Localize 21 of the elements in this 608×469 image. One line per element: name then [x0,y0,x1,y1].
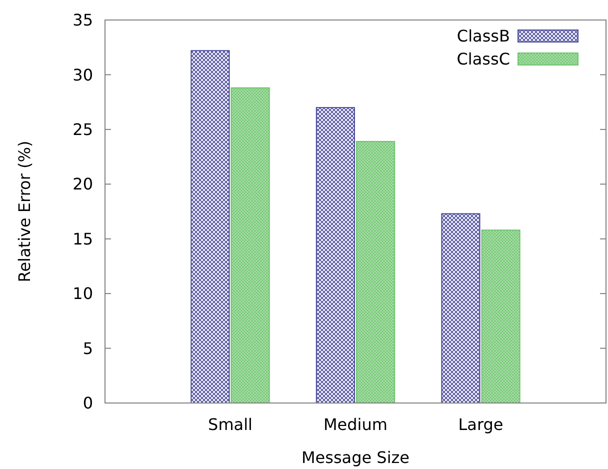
y-tick-label: 25 [72,120,93,140]
y-axis-title: Relative Error (%) [15,140,34,282]
x-tick-label: Medium [324,415,388,434]
bar [441,213,480,404]
bar [230,87,270,404]
y-tick-label: 30 [72,65,93,84]
bar [190,50,230,404]
x-tick-label: Small [208,415,252,434]
legend-label: ClassC [456,50,510,69]
y-tick-label: 10 [72,284,93,304]
y-tick-label: 35 [72,10,93,30]
x-tick-label: Large [458,415,504,434]
bar [356,140,396,404]
y-tick-label: 0 [82,394,93,413]
y-tick-label: 5 [82,338,93,358]
bar [316,107,355,404]
bar [481,230,520,404]
x-axis-title: Message Size [301,448,410,467]
y-tick-label: 15 [72,229,93,248]
legend-label: ClassB [456,26,510,46]
y-tick-label: 20 [72,174,93,194]
